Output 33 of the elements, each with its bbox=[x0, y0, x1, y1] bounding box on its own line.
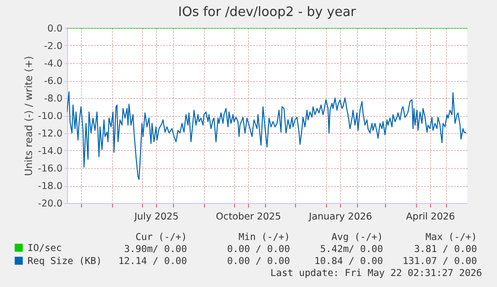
y-tick-label: 0.0 bbox=[47, 24, 62, 34]
text: 131.07 / 0.00 bbox=[402, 256, 477, 268]
chart-title: IOs for /dev/loop2 - by year bbox=[178, 5, 357, 20]
y-tick-label: -14.0 bbox=[38, 146, 62, 157]
x-tick-label: October 2025 bbox=[216, 212, 282, 222]
y-tick-label: -6.0 bbox=[44, 76, 62, 87]
y-tick-label: -2.0 bbox=[44, 41, 62, 52]
legend-label: IO/sec bbox=[28, 242, 62, 254]
text: 0.00 / 0.00 bbox=[227, 244, 290, 256]
y-axis-title: Units read (-) / write (+) bbox=[24, 56, 35, 176]
y-tick-label: -20.0 bbox=[38, 198, 62, 210]
legend-label: Req Size (KB) bbox=[28, 256, 102, 267]
x-tick-label: July 2025 bbox=[133, 212, 179, 222]
text: Avg (-/+) bbox=[332, 232, 383, 244]
text: Max (-/+) bbox=[426, 232, 477, 244]
text: 12.14 / 0.00 bbox=[118, 256, 187, 268]
text: 3.81 / 0.00 bbox=[414, 244, 477, 256]
text: 10.84 / 0.00 bbox=[314, 256, 383, 268]
x-tick-label: April 2026 bbox=[406, 212, 455, 222]
line-series bbox=[67, 91, 466, 180]
x-tick-label: January 2026 bbox=[308, 212, 372, 222]
y-tick-label: -18.0 bbox=[38, 181, 62, 192]
y-tick-label: -16.0 bbox=[38, 164, 62, 174]
text: 3.90m/ 0.00 bbox=[124, 244, 187, 256]
y-tick-label: -10.0 bbox=[38, 111, 62, 122]
y-tick-label: -4.0 bbox=[44, 58, 62, 70]
text: Last update: Fri May 22 02:31:27 2026 bbox=[270, 268, 482, 280]
y-tick-label: -8.0 bbox=[44, 94, 62, 104]
text: Min (-/+) bbox=[238, 232, 290, 244]
text: 5.42m/ 0.00 bbox=[320, 244, 383, 256]
text: 0.00 / 0.00 bbox=[227, 256, 290, 268]
text: Cur (-/+) bbox=[136, 232, 187, 244]
y-tick-label: -12.0 bbox=[38, 128, 62, 140]
